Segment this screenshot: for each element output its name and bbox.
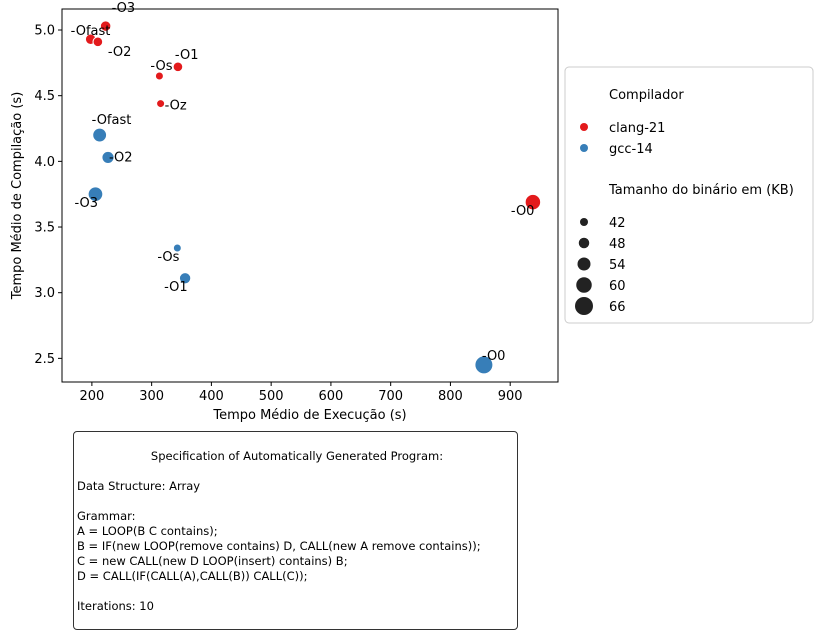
x-tick-label: 300 — [139, 389, 164, 404]
data-point — [154, 71, 164, 81]
x-tick-label: 700 — [378, 389, 403, 404]
legend-marker — [580, 123, 588, 131]
data-point — [87, 186, 104, 203]
x-tick-label: 500 — [259, 389, 284, 404]
legend-size-marker — [575, 297, 593, 315]
x-axis-title: Tempo Médio de Execução (s) — [212, 408, 406, 423]
legend-hue-title: Compilador — [609, 88, 684, 103]
legend-size-title: Tamanho do binário em (KB) — [608, 183, 794, 198]
point-label: -O1 — [164, 280, 188, 295]
spec-data-structure: Data Structure: Array — [77, 479, 201, 493]
y-tick-label: 3.5 — [34, 221, 55, 236]
y-tick-label: 4.0 — [34, 155, 55, 170]
legend-size-marker — [578, 237, 590, 249]
legend-size-label: 60 — [609, 279, 626, 294]
data-point — [99, 20, 112, 32]
legend-size-label: 42 — [609, 216, 626, 231]
point-label: -O2 — [108, 45, 132, 60]
data-point — [101, 150, 115, 164]
y-axis-title: Tempo Médio de Compilação (s) — [10, 92, 25, 301]
data-point — [172, 243, 182, 253]
legend-size-marker — [580, 218, 588, 226]
point-label: -Ofast — [92, 113, 132, 128]
spec-grammar-line: A = LOOP(B C contains); — [77, 524, 218, 538]
legend-series-label: gcc-14 — [609, 142, 653, 157]
legend-size-label: 66 — [609, 300, 626, 315]
x-tick-label: 800 — [438, 389, 463, 404]
spec-iterations: Iterations: 10 — [77, 599, 154, 613]
point-label: -O2 — [109, 150, 133, 165]
program-spec-box: Specification of Automatically Generated… — [73, 431, 518, 630]
spec-grammar-line: D = CALL(IF(CALL(A),CALL(B)) CALL(C)); — [77, 569, 308, 583]
plot-area: -O3-Ofast-O2 -O1-Os-Oz-O0-Ofast-O2-O3-Os-… — [71, 1, 542, 375]
legend-size-label: 48 — [609, 237, 626, 252]
data-point — [156, 99, 166, 109]
legend: Compilador clang-21 gcc-14 Tamanho do binár… — [564, 66, 814, 324]
point-label: -Os — [157, 250, 179, 265]
data-point — [178, 272, 192, 285]
y-tick-label: 5.0 — [34, 24, 55, 39]
legend-size-marker — [577, 257, 591, 271]
point-label: -Os — [150, 59, 172, 74]
data-point — [172, 61, 184, 73]
legend-size-marker — [576, 277, 592, 293]
legend-marker — [580, 144, 588, 152]
spec-grammar-heading: Grammar: — [77, 509, 136, 523]
spec-grammar-line: B = IF(new LOOP(remove contains) D, CALL… — [77, 539, 481, 553]
plot-frame — [61, 8, 559, 383]
x-tick-label: 200 — [79, 389, 104, 404]
spec-title: Specification of Automatically Generated… — [150, 449, 444, 463]
axes: 200 300 400 500 600 700 800 900 2.5 3.0 3.5 4.0 4.5 5… — [10, 8, 559, 423]
legend-series-label: clang-21 — [609, 121, 665, 136]
x-tick-label: 400 — [199, 389, 224, 404]
point-label: -Ofast — [71, 24, 111, 39]
x-tick-label: 900 — [498, 389, 523, 404]
data-point — [524, 193, 542, 211]
point-label: -O3 — [74, 196, 98, 211]
y-tick-label: 2.5 — [34, 352, 55, 367]
data-point — [474, 355, 494, 375]
spec-grammar-line: C = new CALL(new D LOOP(insert) contains… — [77, 554, 348, 568]
legend-box — [564, 66, 814, 324]
x-tick-label: 600 — [319, 389, 344, 404]
y-tick-label: 4.5 — [34, 89, 55, 104]
legend-size-label: 54 — [609, 258, 626, 273]
scatter-chart: -O3-Ofast-O2 -O1-Os-Oz-O0-Ofast-O2-O3-Os-… — [10, 1, 814, 423]
y-tick-label: 3.0 — [34, 286, 55, 301]
point-label: -Oz — [165, 99, 187, 114]
point-label: -O0 — [511, 204, 535, 219]
point-label: -O0 — [482, 349, 506, 364]
point-label: -O1 — [175, 48, 199, 63]
data-point — [92, 127, 108, 143]
data-point — [92, 36, 104, 48]
